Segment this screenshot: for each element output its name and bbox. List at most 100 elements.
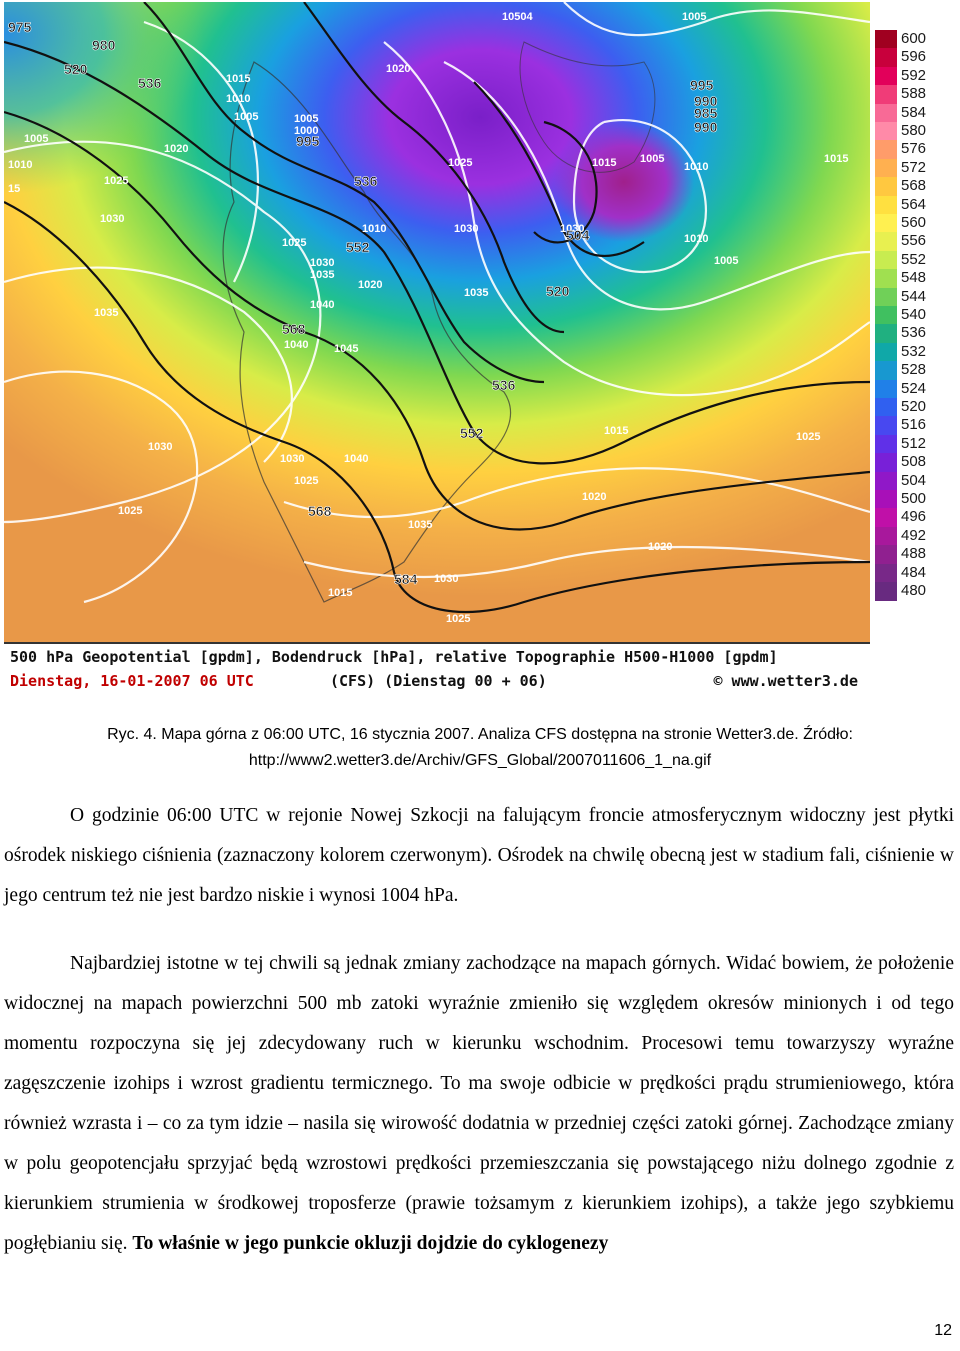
isobar-label: 1030 bbox=[280, 453, 304, 465]
isobar-label: 1005 bbox=[294, 113, 318, 125]
isobar-label: 1005 bbox=[24, 133, 48, 145]
isobar-label: 15 bbox=[8, 183, 20, 195]
legend-swatch bbox=[875, 582, 897, 601]
legend-swatch bbox=[875, 416, 897, 436]
isobar-label: 1025 bbox=[446, 613, 470, 625]
legend-swatch bbox=[875, 342, 897, 362]
isobar-label: 1030 bbox=[148, 441, 172, 453]
geopotential-label: 980 bbox=[92, 37, 116, 53]
isobar-label: 1025 bbox=[796, 431, 820, 443]
legend-swatch bbox=[875, 250, 897, 270]
geopotential-label: 568 bbox=[308, 503, 332, 519]
legend-swatch bbox=[875, 471, 897, 491]
legend-label: 540 bbox=[901, 306, 927, 323]
legend-label: 480 bbox=[901, 582, 927, 599]
legend-label: 588 bbox=[901, 85, 927, 103]
isobar-label: 1015 bbox=[592, 157, 616, 169]
map-title-line: 500 hPa Geopotential [gpdm], Bodendruck … bbox=[10, 648, 778, 666]
legend-label: 576 bbox=[901, 140, 927, 158]
geopotential-label: 536 bbox=[354, 173, 378, 189]
isobar-label: 1030 bbox=[310, 257, 334, 269]
legend-swatch bbox=[875, 177, 897, 197]
legend-label: 484 bbox=[901, 563, 927, 581]
geopotential-label: 985 bbox=[694, 105, 718, 121]
isobar-label: 1020 bbox=[386, 63, 410, 75]
isobar-label: 1035 bbox=[310, 269, 334, 281]
legend-swatch bbox=[875, 453, 897, 473]
legend-swatch bbox=[875, 398, 897, 417]
isobar-label: 1030 bbox=[100, 213, 124, 225]
isobar-label: 1005 bbox=[714, 255, 738, 267]
paragraph-1: O godzinie 06:00 UTC w rejonie Nowej Szk… bbox=[4, 805, 954, 906]
isobar-label: 1035 bbox=[464, 287, 488, 299]
legend-swatch bbox=[875, 287, 897, 307]
isobar-label: 1015 bbox=[604, 425, 628, 437]
geopotential-label: 536 bbox=[138, 75, 162, 91]
legend-label: 504 bbox=[901, 471, 927, 489]
legend-swatch bbox=[875, 140, 897, 160]
legend-swatch bbox=[875, 232, 897, 252]
legend-label: 520 bbox=[901, 398, 927, 415]
legend-label: 508 bbox=[901, 453, 927, 471]
isobar-label: 1035 bbox=[408, 519, 432, 531]
caption-line-1: Ryc. 4. Mapa górna z 06:00 UTC, 16 stycz… bbox=[107, 726, 853, 743]
isobar-label: 1040 bbox=[344, 453, 368, 465]
isobar-label: 1040 bbox=[284, 339, 308, 351]
isobar-label: 1015 bbox=[226, 73, 250, 85]
legend-label: 496 bbox=[901, 508, 927, 526]
map-info-bar: 500 hPa Geopotential [gpdm], Bodendruck … bbox=[4, 642, 870, 698]
geopotential-label: 504 bbox=[566, 227, 590, 243]
geopotential-label: 552 bbox=[460, 425, 484, 441]
isobar-label: 1025 bbox=[448, 157, 472, 169]
legend-label: 552 bbox=[901, 250, 927, 268]
isobar-label: 10504 bbox=[502, 11, 533, 23]
legend-swatch bbox=[875, 30, 897, 49]
isobar-label: 1020 bbox=[582, 491, 606, 503]
legend-swatch bbox=[875, 214, 897, 233]
legend-swatch bbox=[875, 379, 897, 399]
isobar-label: 1040 bbox=[310, 299, 334, 311]
legend-swatch bbox=[875, 122, 897, 141]
legend-label: 564 bbox=[901, 195, 927, 213]
legend-swatch bbox=[875, 306, 897, 325]
geopotential-label: 520 bbox=[546, 283, 570, 299]
legend-label: 560 bbox=[901, 214, 927, 231]
figure-caption: Ryc. 4. Mapa górna z 06:00 UTC, 16 stycz… bbox=[0, 722, 960, 774]
legend-label: 528 bbox=[901, 361, 927, 379]
legend-label: 488 bbox=[901, 545, 927, 563]
legend-label: 600 bbox=[901, 30, 927, 47]
isobar-label: 1015 bbox=[824, 153, 848, 165]
map-model-line: (CFS) (Dienstag 00 + 06) bbox=[330, 672, 547, 690]
geopotential-map: 975 980 520 536 1015 1010 1005 1005 1000 995 1020 1… bbox=[4, 2, 870, 642]
legend-label: 568 bbox=[901, 177, 927, 195]
legend-swatch bbox=[875, 158, 897, 178]
isobar-label: 1025 bbox=[294, 475, 318, 487]
legend-label: 592 bbox=[901, 66, 927, 84]
legend-label: 536 bbox=[901, 324, 927, 342]
isobar-label: 1030 bbox=[434, 573, 458, 585]
legend-swatch bbox=[875, 361, 897, 381]
isobar-label: 1035 bbox=[94, 307, 118, 319]
legend-swatch bbox=[875, 490, 897, 509]
legend-label: 500 bbox=[901, 490, 927, 507]
legend-swatch bbox=[875, 269, 897, 289]
legend-swatch bbox=[875, 48, 897, 68]
geopotential-label: 568 bbox=[282, 321, 306, 337]
legend-swatch bbox=[875, 526, 897, 546]
paragraph-2-text: Najbardziej istotne w tej chwili są jedn… bbox=[4, 953, 954, 1254]
geopotential-label: 995 bbox=[690, 77, 714, 93]
isobar-label: 1005 bbox=[682, 11, 706, 23]
legend-swatch bbox=[875, 103, 897, 123]
geopotential-label: 552 bbox=[346, 239, 370, 255]
color-scale-legend: 600 596 592 588 584 580 576 572 568 564 560 556 552 5… bbox=[871, 30, 956, 615]
isobar-label: 1030 bbox=[560, 223, 584, 235]
isobar-label: 1005 bbox=[234, 111, 258, 123]
page-number: 12 bbox=[934, 1322, 952, 1339]
isobar-label: 1020 bbox=[648, 541, 672, 553]
weather-map-figure: 975 980 520 536 1015 1010 1005 1005 1000 995 1020 1… bbox=[4, 2, 956, 698]
geopotential-label: 520 bbox=[64, 61, 88, 77]
legend-swatch bbox=[875, 324, 897, 344]
caption-source-link[interactable]: http://www2.wetter3.de/Archiv/GFS_Global… bbox=[248, 752, 712, 769]
